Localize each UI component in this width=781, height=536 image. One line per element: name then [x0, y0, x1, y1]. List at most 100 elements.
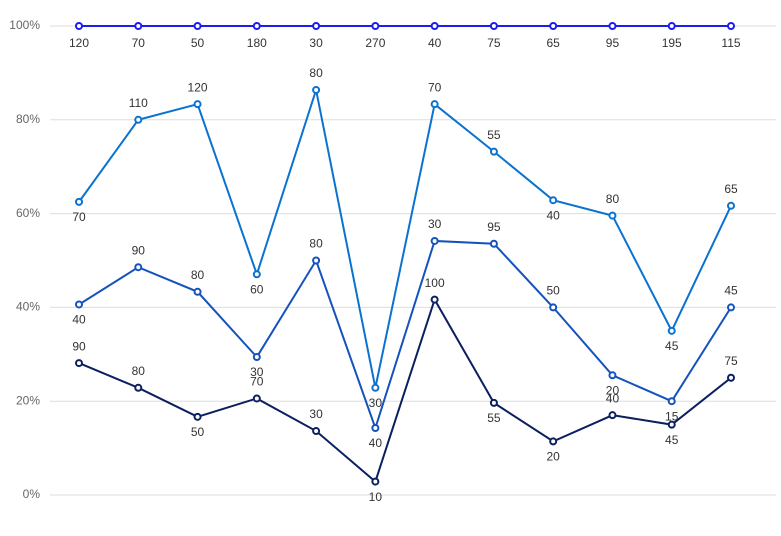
point — [134, 383, 143, 392]
data-label: 80 — [309, 66, 323, 80]
point — [134, 263, 143, 272]
data-label: 75 — [487, 36, 501, 50]
point — [608, 22, 617, 30]
data-label: 90 — [72, 339, 86, 353]
data-label: 30 — [250, 365, 264, 379]
data-label: 70 — [250, 375, 264, 389]
data-label: 90 — [132, 243, 146, 257]
data-label: 115 — [721, 36, 740, 50]
data-label: 40 — [369, 436, 383, 450]
data-label: 50 — [191, 425, 205, 439]
data-label: 55 — [487, 128, 501, 142]
data-label: 40 — [72, 313, 86, 327]
data-label: 30 — [309, 36, 323, 50]
point — [667, 326, 676, 335]
point — [608, 211, 617, 220]
data-label: 100 — [425, 276, 445, 290]
point — [727, 22, 735, 30]
data-label: 120 — [188, 80, 208, 94]
point — [252, 394, 261, 403]
data-label: 80 — [606, 192, 620, 206]
point — [549, 303, 558, 312]
point — [371, 22, 380, 30]
point — [489, 22, 498, 30]
data-label: 95 — [606, 36, 620, 50]
y-tick-label: 0% — [23, 487, 41, 501]
point — [75, 359, 83, 368]
point — [371, 383, 380, 392]
data-label: 80 — [191, 268, 205, 282]
data-label: 80 — [132, 364, 146, 378]
point — [75, 300, 83, 309]
data-label: 20 — [606, 383, 620, 397]
data-label: 110 — [129, 96, 148, 110]
point — [193, 100, 202, 109]
point — [75, 197, 83, 206]
point — [489, 239, 498, 248]
point — [727, 373, 735, 382]
data-label: 30 — [428, 217, 442, 231]
y-tick-label: 20% — [16, 393, 40, 407]
data-label: 80 — [309, 237, 323, 251]
point — [667, 397, 676, 406]
y-tick-label: 40% — [16, 300, 40, 314]
y-tick-label: 100% — [9, 18, 40, 32]
data-label: 40 — [547, 208, 561, 222]
y-tick-label: 80% — [16, 112, 40, 126]
point — [549, 22, 558, 30]
data-label: 45 — [724, 284, 738, 298]
data-label: 45 — [665, 433, 679, 447]
point — [489, 398, 498, 407]
point — [312, 427, 321, 436]
data-label: 30 — [309, 407, 323, 421]
data-label: 50 — [191, 36, 205, 50]
data-label: 180 — [247, 36, 267, 50]
data-label: 95 — [487, 220, 501, 234]
data-label: 55 — [487, 411, 501, 425]
data-label: 75 — [724, 354, 738, 368]
data-label: 70 — [428, 80, 442, 94]
point — [312, 85, 321, 94]
point — [371, 477, 380, 486]
point — [667, 420, 676, 429]
series-line — [78, 297, 732, 484]
data-label: 120 — [69, 36, 89, 50]
point — [549, 437, 558, 446]
point — [549, 196, 558, 205]
point — [371, 424, 380, 432]
data-label: 15 — [665, 409, 679, 423]
point — [252, 353, 261, 362]
data-label: 40 — [606, 391, 620, 405]
point — [430, 100, 439, 109]
data-label: 195 — [662, 36, 682, 50]
point — [134, 22, 143, 30]
point — [727, 303, 735, 312]
point — [430, 22, 439, 30]
point — [667, 22, 676, 30]
point — [312, 256, 321, 265]
y-tick-label: 60% — [16, 206, 40, 220]
data-label: 270 — [365, 36, 385, 50]
point — [312, 22, 321, 30]
point — [608, 371, 617, 380]
data-label: 50 — [547, 284, 561, 298]
point — [489, 147, 498, 156]
point — [252, 22, 261, 30]
series-line — [78, 85, 732, 389]
data-label: 30 — [369, 396, 383, 410]
data-label: 70 — [132, 36, 146, 50]
data-label: 45 — [665, 339, 679, 353]
point — [430, 295, 439, 304]
data-label: 70 — [72, 210, 86, 224]
point — [75, 22, 83, 30]
point — [430, 236, 439, 245]
point — [193, 287, 202, 296]
series-line — [78, 239, 732, 432]
point — [193, 412, 202, 421]
point — [252, 270, 261, 279]
data-label: 10 — [369, 490, 383, 504]
point — [134, 115, 143, 124]
data-label: 20 — [547, 450, 561, 464]
data-label: 40 — [428, 36, 442, 50]
